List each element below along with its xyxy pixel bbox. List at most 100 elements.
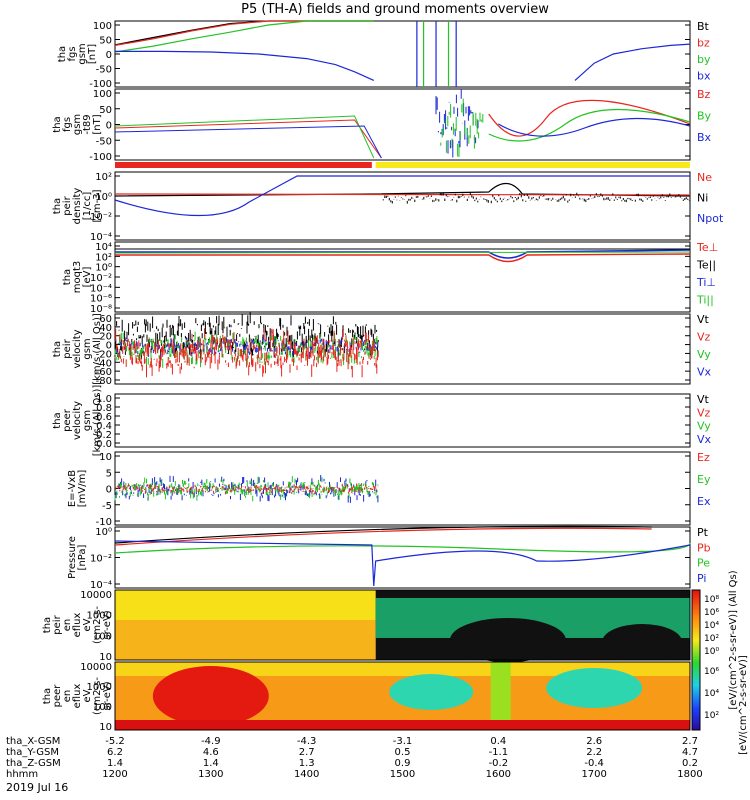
- x-tick-label: 1.4: [107, 758, 123, 769]
- panel-frame: [114, 88, 691, 161]
- panel-4-traces: [114, 248, 691, 263]
- legend-entry: Bt: [697, 20, 710, 33]
- y-tick-label: 10⁻²: [90, 273, 112, 284]
- x-tick-label: 1.4: [203, 758, 219, 769]
- x-tick-label: 0.5: [395, 747, 411, 758]
- series-line: [114, 182, 691, 197]
- y-tick-label: 100: [93, 631, 112, 642]
- y-tick-label: 10⁻²: [90, 554, 112, 565]
- colorbar-tick: 10⁶: [704, 667, 719, 677]
- x-tick-label: 1700: [581, 769, 606, 780]
- colorbar-tick: 10²: [704, 634, 719, 644]
- y-tick-label: 0: [106, 485, 112, 496]
- series-line: [114, 20, 374, 46]
- x-tick-label: -5.2: [105, 736, 125, 747]
- x-tick-label: -4.9: [201, 736, 221, 747]
- y-axis-label: [nT]: [92, 114, 103, 134]
- legend-entry: Vz: [697, 406, 711, 419]
- mode-bar-fast: [375, 162, 690, 168]
- legend-entry: By: [697, 110, 712, 123]
- panel-8-traces: [114, 525, 691, 587]
- series-line: [114, 20, 374, 53]
- electron-spectrogram: [114, 661, 691, 731]
- x-tick-label: 0.9: [395, 758, 411, 769]
- y-tick-label: 10: [99, 452, 112, 463]
- colorbar-label: [eV/(cm^2-s-sr-eV)]: [738, 655, 749, 755]
- y-tick-label: -80: [96, 376, 112, 387]
- y-tick-label: -5: [102, 501, 112, 512]
- panel-frame: [114, 171, 691, 241]
- y-axis-label: E=-VxB: [67, 470, 78, 507]
- y-tick-label: 100: [93, 21, 112, 32]
- y-tick-label: 10⁻²: [90, 212, 112, 223]
- noise-band: [114, 328, 379, 378]
- series-line: [114, 125, 382, 159]
- y-axis-label: [mV/m]: [77, 470, 88, 508]
- y-tick-label: 10²: [95, 252, 112, 263]
- colorbar-tick: 10⁰: [704, 647, 719, 657]
- x-axis-row-label: hhmm: [6, 769, 38, 780]
- spectrogram-band: [490, 662, 511, 730]
- x-tick-label: 6.2: [107, 747, 123, 758]
- panel-5-traces: [114, 311, 379, 378]
- x-tick-label: 1800: [677, 769, 702, 780]
- y-axis-label: fgs: [62, 117, 73, 132]
- plot-title: P5 (TH-A) fields and ground moments over…: [241, 2, 549, 17]
- ion-spectrogram: [114, 589, 691, 662]
- x-tick-label: 1600: [486, 769, 511, 780]
- y-axis-label: peir: [62, 338, 73, 358]
- y-tick-label: 20: [99, 332, 112, 343]
- x-tick-label: -0.2: [489, 758, 509, 769]
- noise-band: [435, 89, 479, 158]
- y-axis-label: en: [62, 619, 73, 632]
- series-line: [498, 117, 691, 137]
- legend-entry: Ti||: [696, 294, 714, 307]
- y-tick-label: 10⁻⁴: [90, 580, 112, 591]
- y-axis-label: velocity: [72, 401, 83, 440]
- y-tick-label: 40: [99, 323, 112, 334]
- series-line: [114, 175, 690, 217]
- spectrogram-band: [115, 590, 376, 620]
- y-axis-label: eV: [82, 618, 93, 631]
- y-axis-label: [km/s (All Qs)]: [92, 385, 103, 457]
- y-axis-label: density: [72, 188, 83, 225]
- mode-bar: [115, 162, 690, 168]
- x-tick-label: 1400: [294, 769, 319, 780]
- y-axis-label: tha: [52, 341, 63, 357]
- y-axis-label: velocity: [72, 329, 83, 368]
- y-axis-label: peer: [62, 408, 73, 432]
- y-tick-label: -20: [96, 349, 112, 360]
- colorbar-tick: 10²: [704, 711, 719, 721]
- y-tick-label: 10⁰: [95, 192, 112, 203]
- legend-entry: Te||: [696, 259, 716, 272]
- panel-2: 100 50 0 -50 -100 tha fgs gsm -t89 [nT] Bz By Bx: [52, 88, 712, 163]
- y-axis-label: peir: [62, 195, 73, 215]
- y-tick-label: 10⁻⁶: [90, 294, 112, 305]
- y-tick-label: 1000: [87, 611, 112, 622]
- y-tick-label: 100: [93, 702, 112, 713]
- x-tick-label: -3.1: [393, 736, 413, 747]
- y-tick-label: -40: [96, 358, 112, 369]
- colorbar-gradient: [691, 589, 701, 731]
- y-axis-label: en: [62, 690, 73, 703]
- y-axis-label: tha: [42, 617, 53, 633]
- y-tick-label: -60: [96, 367, 112, 378]
- series-line: [488, 99, 691, 137]
- y-tick-label: 0: [106, 50, 112, 61]
- y-tick-label: 100: [93, 89, 112, 100]
- series-line: [114, 115, 375, 159]
- y-tick-label: 0.4: [96, 421, 112, 432]
- y-axis-label: [eV]: [82, 267, 93, 288]
- legend-entry: Ey: [697, 473, 711, 486]
- y-axis-label: gsm: [72, 114, 83, 135]
- y-tick-label: -50: [96, 65, 112, 76]
- y-axis-label: moqt3: [72, 261, 83, 294]
- colorbar-label: [eV/(cm^2-s-sr-eV)] (All Qs): [728, 570, 739, 709]
- y-tick-label: 0: [106, 341, 112, 352]
- y-axis-label: -t89: [82, 114, 93, 134]
- y-axis-label: gsm: [77, 43, 88, 64]
- noise-band: [382, 192, 690, 204]
- y-tick-label: 0.2: [96, 430, 112, 441]
